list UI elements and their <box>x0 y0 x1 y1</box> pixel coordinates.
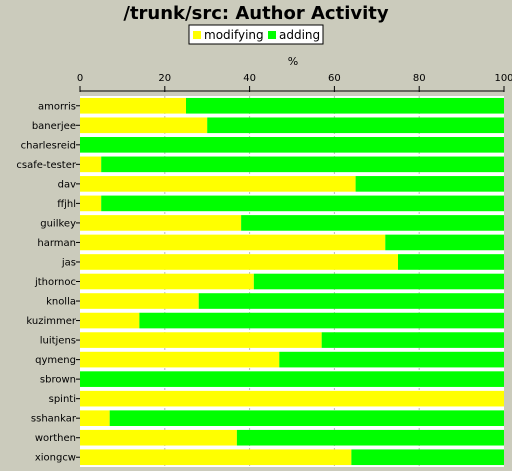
category-label: csafe-tester <box>16 160 76 171</box>
bar-adding-jthornoc <box>253 273 504 290</box>
x-tick-label: 20 <box>158 73 171 84</box>
bar-adding-ffjhl <box>101 195 504 212</box>
category-label: sbrown <box>40 375 76 386</box>
legend-label-modifying: modifying <box>204 28 264 42</box>
bar-adding-luitjens <box>321 332 504 348</box>
bar-adding-kuzimmer <box>139 312 505 329</box>
bar-adding-charlesreid <box>80 137 504 153</box>
bar-modifying-spinti <box>80 390 504 407</box>
category-label: knolla <box>46 297 76 308</box>
category-label: luitjens <box>40 336 76 347</box>
category-label: worthen <box>35 433 76 444</box>
bar-modifying-knolla <box>80 293 199 309</box>
bar-adding-knolla <box>198 293 504 309</box>
bar-modifying-luitjens <box>80 332 322 348</box>
bar-modifying-csafe-tester <box>80 156 102 173</box>
chart-title: /trunk/src: Author Activity <box>123 3 389 24</box>
category-label: xiongcw <box>35 453 76 464</box>
category-label: charlesreid <box>21 140 76 151</box>
bar-modifying-dav <box>80 176 356 192</box>
bar-modifying-xiongcw <box>80 449 352 466</box>
bar-modifying-worthen <box>80 429 237 446</box>
bar-adding-csafe-tester <box>101 156 504 173</box>
bar-modifying-sshankar <box>80 410 110 426</box>
bar-modifying-banerjee <box>80 117 208 134</box>
category-label: qymeng <box>35 355 76 366</box>
bar-modifying-amorris <box>80 97 186 114</box>
category-label: jas <box>61 257 76 268</box>
x-axis: 0 20 40 60 80 100 <box>77 73 512 92</box>
bar-modifying-kuzimmer <box>80 312 140 329</box>
bar-adding-sbrown <box>80 371 504 387</box>
legend-label-adding: adding <box>279 28 320 42</box>
x-tick-label: 80 <box>413 73 426 84</box>
bar-adding-qymeng <box>279 351 504 368</box>
legend-swatch-adding <box>268 31 276 39</box>
category-label: spinti <box>49 394 76 405</box>
bar-adding-amorris <box>186 97 504 114</box>
x-axis-label: % <box>288 55 298 68</box>
legend-box <box>188 24 324 45</box>
bar-modifying-qymeng <box>80 351 280 368</box>
bar-adding-dav <box>355 176 504 192</box>
category-label: sshankar <box>31 414 77 425</box>
bar-adding-banerjee <box>207 117 504 134</box>
bar-adding-guilkey <box>241 215 504 231</box>
bar-modifying-jas <box>80 254 398 270</box>
category-label: guilkey <box>40 218 76 229</box>
bar-adding-sshankar <box>109 410 505 426</box>
category-label: banerjee <box>32 121 76 132</box>
bar-modifying-guilkey <box>80 215 242 231</box>
bar-adding-harman <box>385 234 504 251</box>
bar-modifying-jthornoc <box>80 273 254 290</box>
bar-adding-jas <box>398 254 504 270</box>
x-tick-label: 60 <box>328 73 341 84</box>
x-tick-label: 100 <box>494 73 512 84</box>
x-tick-label: 0 <box>77 73 83 84</box>
category-label: amorris <box>38 101 76 112</box>
category-label: dav <box>58 179 76 190</box>
bar-modifying-harman <box>80 234 386 251</box>
category-label: ffjhl <box>57 199 76 210</box>
bars <box>80 97 505 466</box>
bar-adding-worthen <box>236 429 504 446</box>
category-axis: amorris banerjee charlesreid csafe-tester da… <box>16 101 80 464</box>
category-label: harman <box>37 238 76 249</box>
category-label: kuzimmer <box>26 316 76 327</box>
bar-adding-xiongcw <box>351 449 504 466</box>
legend: modifying adding <box>188 24 324 45</box>
legend-swatch-modifying <box>193 31 201 39</box>
category-label: jthornoc <box>34 277 76 288</box>
bar-modifying-ffjhl <box>80 195 102 212</box>
x-tick-label: 40 <box>243 73 256 84</box>
